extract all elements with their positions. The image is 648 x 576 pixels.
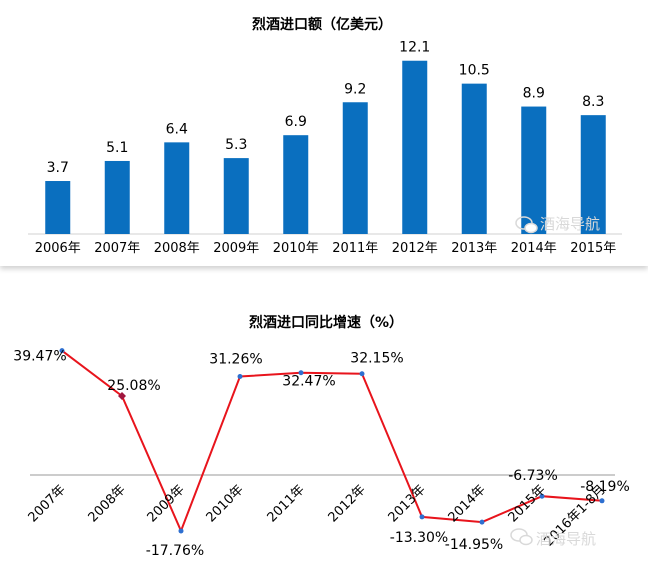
- point-value-label: 32.47%: [282, 374, 335, 390]
- bar-chart-title: 烈酒进口额（亿美元）: [252, 16, 392, 33]
- bar: [342, 102, 368, 234]
- point-value-label: -8.19%: [580, 479, 630, 495]
- data-point: [298, 370, 304, 376]
- x-tick-label: 2012年: [326, 482, 369, 525]
- bar-value-label: 5.1: [106, 140, 128, 156]
- point-value-label: -6.73%: [508, 468, 558, 484]
- bar: [580, 115, 606, 234]
- x-tick-label: 2012年: [392, 241, 438, 256]
- bar-value-label: 9.2: [344, 81, 366, 97]
- x-tick-label: 2008年: [86, 482, 129, 525]
- data-point: [59, 348, 65, 354]
- bar-value-label: 12.1: [399, 40, 430, 56]
- import-growth-line-chart: 烈酒进口同比增速（%） 39.47% 2007年 25.08% 2008年 -17.76…: [13, 314, 630, 559]
- data-point: [419, 514, 425, 520]
- data-point: [237, 374, 243, 380]
- import-growth-chart-panel: 烈酒进口同比增速（%） 39.47% 2007年 25.08% 2008年 -17.76…: [0, 278, 648, 576]
- bar: [283, 135, 309, 234]
- bar: [223, 158, 249, 234]
- point-value-label: 32.15%: [350, 351, 403, 367]
- x-tick-label: 2014年: [511, 241, 557, 256]
- bar-value-label: 6.9: [285, 114, 307, 130]
- wechat-icon: [510, 528, 533, 546]
- watermark-text: 酒海导航: [540, 215, 600, 233]
- data-point: [599, 498, 605, 504]
- x-tick-label: 2008年: [154, 241, 200, 256]
- point-value-label: -17.76%: [146, 543, 204, 559]
- data-point: [359, 371, 365, 377]
- x-tick-label: 2007年: [26, 482, 69, 525]
- bar: [104, 160, 130, 234]
- data-point: [479, 519, 485, 525]
- bar-value-label: 3.7: [47, 160, 69, 176]
- x-tick-label: 2010年: [204, 482, 247, 525]
- bar-value-label: 5.3: [225, 137, 247, 153]
- data-point: [118, 391, 126, 400]
- point-value-label: -13.30%: [390, 530, 448, 546]
- x-tick-label: 2006年: [35, 241, 81, 256]
- bar: [45, 181, 71, 234]
- bar: [164, 142, 190, 234]
- bar-value-label: 8.9: [523, 86, 545, 102]
- bar-value-label: 10.5: [459, 63, 490, 79]
- x-tick-label: 2010年: [273, 241, 319, 256]
- x-tick-label: 2015年: [570, 241, 616, 256]
- x-tick-label: 2007年: [94, 241, 140, 256]
- bar: [521, 106, 547, 234]
- x-tick-label: 2014年: [446, 482, 489, 525]
- growth-series-line: [61, 349, 603, 534]
- x-tick-label: 2011年: [332, 241, 378, 256]
- line-chart-title: 烈酒进口同比增速（%）: [249, 314, 403, 331]
- x-tick-label: 2015年: [506, 482, 549, 525]
- data-point: [539, 493, 545, 499]
- data-point: [178, 528, 184, 534]
- bar-value-label: 6.4: [166, 121, 188, 137]
- watermark: 酒海导航: [515, 215, 600, 234]
- point-value-label: 25.08%: [107, 378, 160, 394]
- bar: [402, 60, 428, 235]
- x-tick-label: 2009年: [213, 241, 259, 256]
- point-value-label: -14.95%: [445, 537, 503, 553]
- x-tick-label: 2009年: [145, 482, 188, 525]
- watermark-text: 酒海导航: [536, 530, 596, 548]
- bar-value-label: 8.3: [582, 94, 604, 110]
- x-tick-label: 2013年: [451, 241, 497, 256]
- import-value-chart-panel: 烈酒进口额（亿美元） 3.7 2006年 5.1 2007年 6.4 2008年 5.3 20…: [0, 0, 648, 266]
- bar: [461, 83, 487, 234]
- point-value-label: 39.47%: [13, 349, 66, 365]
- watermark: 酒海导航: [510, 528, 596, 548]
- point-value-label: 31.26%: [209, 352, 262, 368]
- x-tick-label: 2011年: [265, 482, 308, 525]
- import-value-bar-chart: 烈酒进口额（亿美元） 3.7 2006年 5.1 2007年 6.4 2008年 5.3 20…: [28, 16, 622, 256]
- wechat-icon: [515, 216, 538, 234]
